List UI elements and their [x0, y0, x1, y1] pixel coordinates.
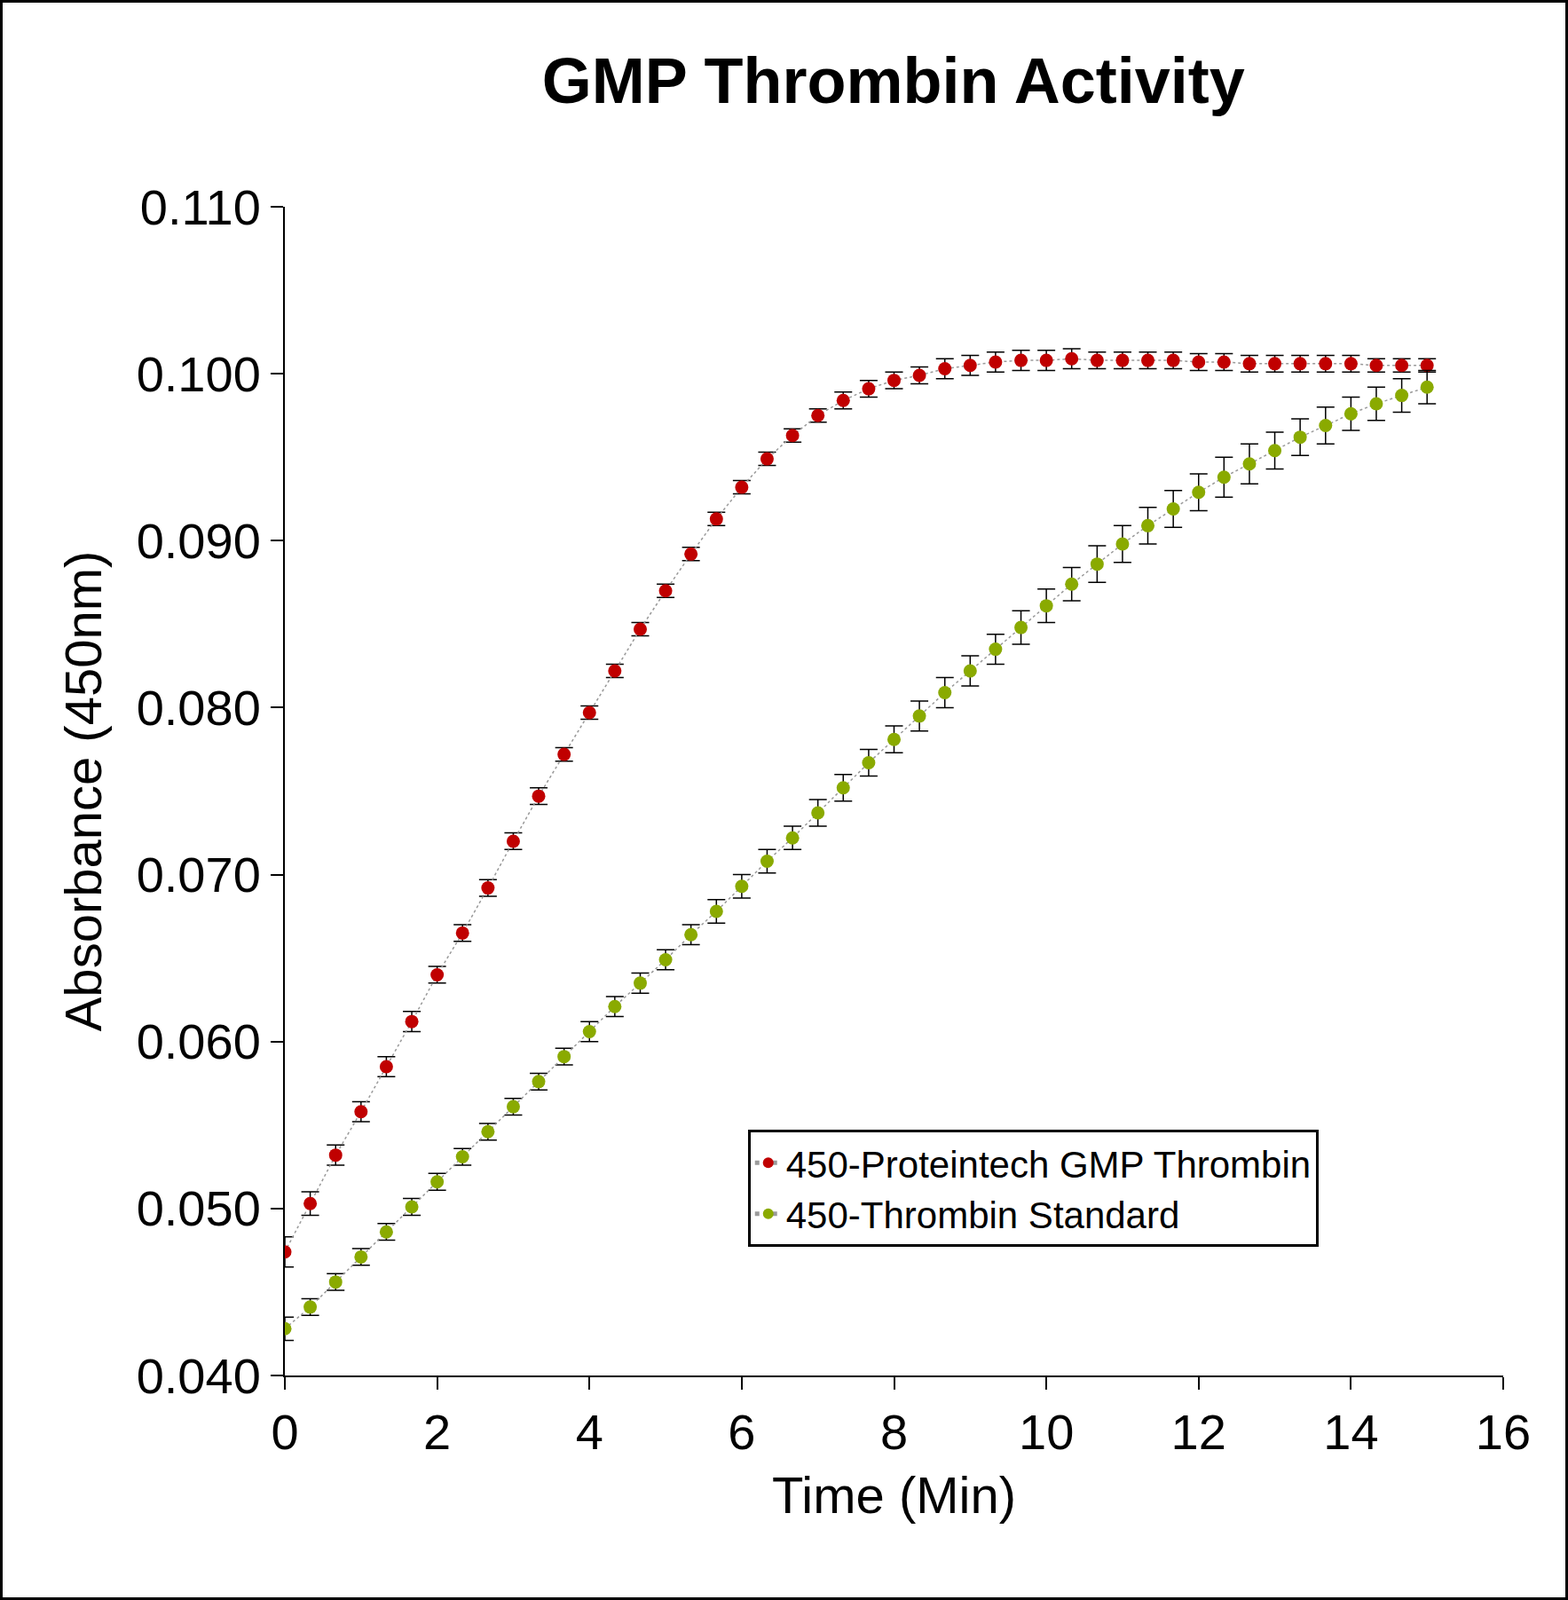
- svg-text:450-Thrombin Standard: 450-Thrombin Standard: [786, 1194, 1181, 1237]
- svg-text:0.090: 0.090: [136, 512, 261, 569]
- svg-text:16: 16: [1475, 1403, 1531, 1460]
- svg-text:0.050: 0.050: [136, 1180, 261, 1237]
- svg-text:14: 14: [1323, 1403, 1379, 1460]
- svg-text:6: 6: [727, 1403, 756, 1460]
- svg-text:8: 8: [880, 1403, 908, 1460]
- svg-text:0.080: 0.080: [136, 679, 261, 736]
- svg-text:12: 12: [1171, 1403, 1227, 1460]
- svg-text:0.110: 0.110: [140, 179, 261, 236]
- svg-text:10: 10: [1018, 1403, 1074, 1460]
- svg-text:4: 4: [575, 1403, 604, 1460]
- svg-text:2: 2: [423, 1403, 451, 1460]
- svg-text:450-Proteintech GMP Thrombin: 450-Proteintech GMP Thrombin: [786, 1143, 1311, 1186]
- svg-text:Time (Min): Time (Min): [772, 1465, 1017, 1524]
- svg-text:0.040: 0.040: [136, 1347, 261, 1404]
- svg-text:0.100: 0.100: [136, 346, 261, 402]
- svg-text:0.070: 0.070: [136, 846, 261, 903]
- svg-text:0.060: 0.060: [136, 1013, 261, 1070]
- svg-text:0: 0: [270, 1403, 299, 1460]
- svg-text:GMP Thrombin Activity: GMP Thrombin Activity: [542, 45, 1245, 117]
- svg-text:Absorbance (450nm): Absorbance (450nm): [54, 551, 112, 1033]
